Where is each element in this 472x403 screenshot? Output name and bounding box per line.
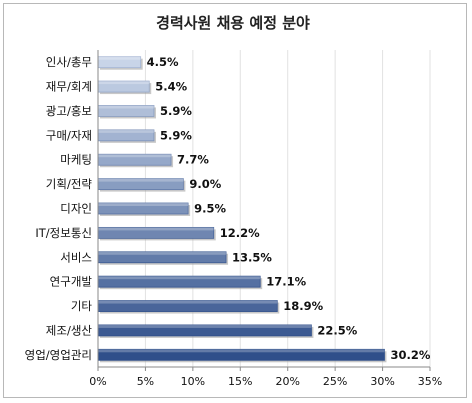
- bar-highlight: [98, 324, 312, 328]
- value-label: 5.9%: [160, 104, 192, 118]
- value-label: 9.0%: [189, 177, 221, 191]
- category-label: 재무/회계: [46, 80, 92, 94]
- bar-highlight: [98, 227, 214, 231]
- bars: [97, 56, 387, 363]
- x-tick-label: 5%: [137, 375, 154, 388]
- bar-highlight: [98, 129, 154, 133]
- x-tick-label: 0%: [89, 375, 106, 388]
- value-label: 17.1%: [266, 275, 306, 289]
- category-label: 구매/자재: [46, 128, 92, 142]
- category-label: 광고/홍보: [46, 104, 92, 118]
- x-tick-label: 15%: [228, 375, 252, 388]
- value-label: 4.5%: [147, 55, 179, 69]
- category-label: 디자인: [60, 202, 92, 216]
- category-label: 인사/총무: [46, 55, 92, 69]
- bar-highlight: [98, 81, 150, 85]
- x-tick-label: 20%: [275, 375, 299, 388]
- x-tick-label: 30%: [370, 375, 394, 388]
- value-label: 18.9%: [283, 299, 323, 313]
- category-label: 영업/영업관리: [25, 348, 92, 362]
- bar-highlight: [98, 178, 184, 182]
- value-label: 7.7%: [177, 153, 209, 167]
- category-label: 서비스: [60, 250, 92, 264]
- value-label: 30.2%: [390, 348, 430, 362]
- value-label: 12.2%: [220, 226, 260, 240]
- bar-highlight: [98, 56, 141, 60]
- bar-highlight: [98, 203, 189, 206]
- x-tick-label: 10%: [181, 375, 205, 388]
- category-label: 기획/전략: [46, 177, 93, 191]
- bar-highlight: [98, 349, 385, 353]
- bar-chart: 경력사원 채용 예정 분야 인사/총무재무/회계광고/홍보구매/자재마케팅기획/…: [25, 14, 443, 388]
- bar-highlight: [98, 276, 261, 280]
- bar-highlight: [98, 300, 278, 304]
- category-label: 연구개발: [50, 275, 93, 289]
- value-labels: 4.5% 5.4% 5.9% 5.9% 7.7% 9.0% 9.5% 12.2% 13.5% 17…: [147, 55, 431, 362]
- category-label: IT/정보통신: [35, 226, 92, 240]
- bar-highlight: [98, 251, 227, 255]
- x-tick-label: 25%: [323, 375, 347, 388]
- value-label: 22.5%: [317, 323, 357, 337]
- category-label: 마케팅: [60, 153, 92, 167]
- value-label: 9.5%: [194, 202, 226, 216]
- value-label: 13.5%: [232, 250, 272, 264]
- value-label: 5.4%: [155, 80, 187, 94]
- x-tick-labels: 0% 5% 10% 15% 20% 25% 30% 35%: [89, 367, 442, 388]
- chart-title: 경력사원 채용 예정 분야: [156, 14, 310, 32]
- gridlines: [144, 50, 431, 367]
- value-label: 5.9%: [160, 128, 192, 142]
- bar-highlight: [98, 154, 172, 158]
- bar-highlight: [98, 105, 154, 109]
- x-tick-label: 35%: [418, 375, 442, 388]
- category-label: 제조/생산: [46, 323, 93, 337]
- category-label: 기타: [71, 299, 93, 313]
